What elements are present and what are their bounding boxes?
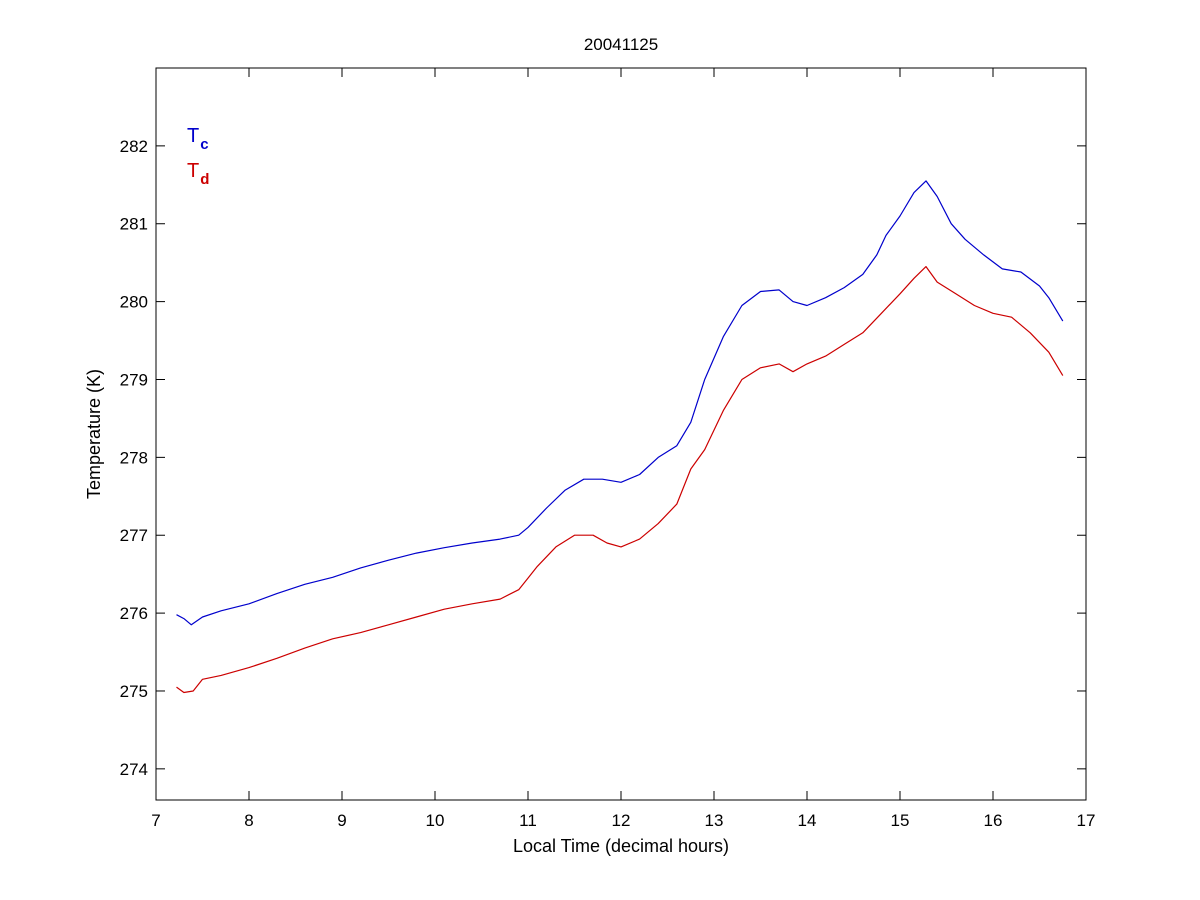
x-tick-label: 9 (337, 811, 346, 830)
y-tick-label: 275 (120, 682, 148, 701)
x-tick-label: 16 (984, 811, 1003, 830)
x-tick-label: 15 (891, 811, 910, 830)
series-line-T-c (176, 180, 1064, 626)
y-tick-label: 280 (120, 293, 148, 312)
series-group (176, 180, 1064, 694)
plot-area (155, 67, 1087, 801)
series-line-T-d (176, 266, 1064, 694)
y-tick-label: 279 (120, 370, 148, 389)
y-axis-label: Temperature (K) (84, 369, 104, 499)
legend-symbol: T (187, 125, 199, 147)
x-tick-label: 11 (519, 811, 537, 830)
x-tick-label: 8 (244, 811, 253, 830)
legend-subscript: d (200, 171, 209, 188)
axis-ticks: 7 8 9 10 11 12 13 14 15 16 17 274 275 276 277 278 279 280… (120, 68, 1096, 830)
y-tick-label: 278 (120, 448, 148, 467)
x-tick-label: 17 (1077, 811, 1096, 830)
y-tick-label: 281 (120, 215, 148, 234)
x-tick-label: 12 (612, 811, 631, 830)
y-tick-label: 274 (120, 760, 148, 779)
legend-entry-c: Tc (187, 125, 209, 153)
chart-title: 20041125 (584, 35, 658, 54)
x-tick-label: 14 (798, 811, 817, 830)
x-tick-label: 10 (426, 811, 445, 830)
legend-symbol: T (187, 160, 199, 182)
y-tick-label: 282 (120, 137, 148, 156)
y-tick-label: 277 (120, 526, 148, 545)
legend-subscript: c (200, 136, 208, 153)
x-tick-label: 13 (705, 811, 724, 830)
x-axis-label: Local Time (decimal hours) (513, 836, 729, 856)
y-tick-label: 276 (120, 604, 148, 623)
legend-entry-d: Td (187, 160, 209, 188)
x-tick-label: 7 (151, 811, 160, 830)
